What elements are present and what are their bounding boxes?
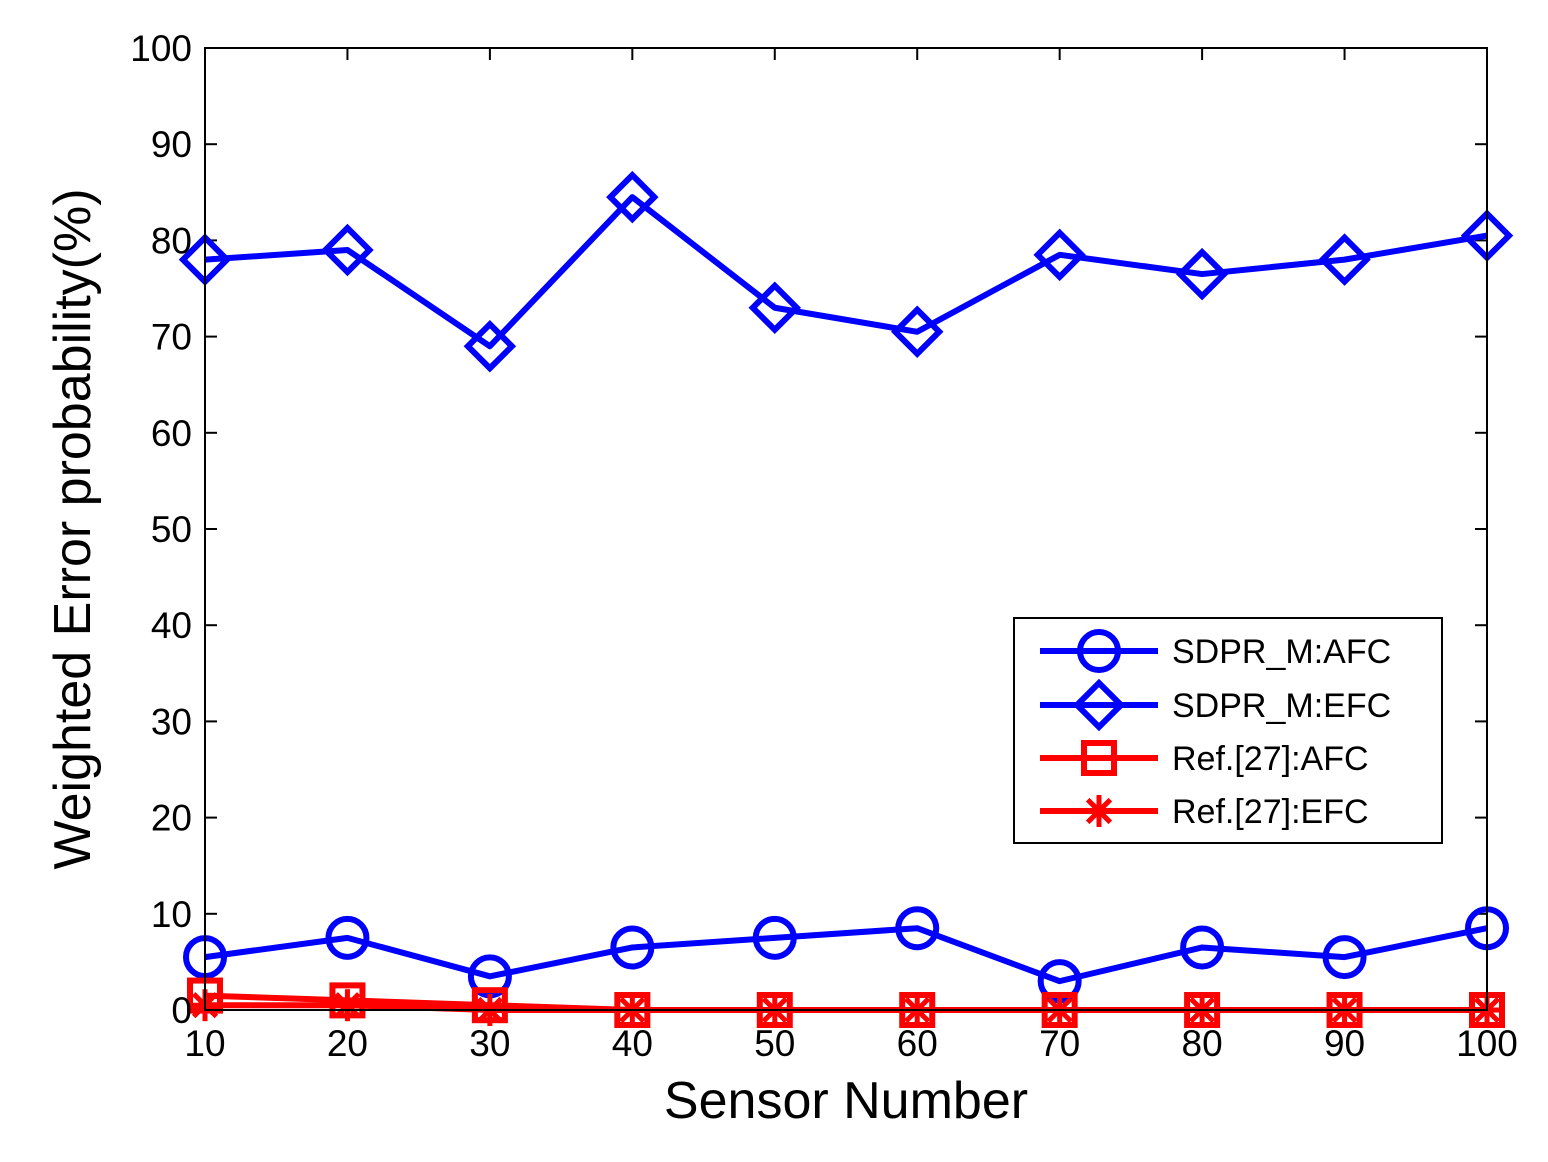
data-point [752, 915, 797, 960]
y-tick-label: 80 [151, 220, 192, 261]
legend-box [1013, 617, 1443, 844]
series-line [204, 925, 1488, 985]
legend-label: SDPR_M:AFC [1172, 633, 1391, 671]
legend-marker [1081, 740, 1117, 776]
data-point [606, 170, 659, 224]
y-axis-title: Weighted Error probability(%) [44, 188, 102, 869]
plot-area [205, 48, 1487, 1010]
data-point [463, 319, 517, 373]
y-tick-label: 30 [151, 701, 192, 742]
plot-frame [204, 47, 1488, 1011]
y-tick-label: 40 [151, 605, 192, 646]
data-point [748, 281, 802, 334]
legend-marker [1072, 678, 1126, 732]
data-point [321, 223, 374, 277]
x-tick-label: 100 [1456, 1023, 1518, 1064]
y-tick-label: 90 [151, 124, 192, 165]
legend-label: SDPR_M:EFC [1172, 687, 1391, 725]
data-point [890, 305, 944, 359]
data-point [1180, 925, 1225, 970]
data-point [325, 915, 370, 960]
legend-marker [1077, 629, 1121, 673]
data-point [895, 906, 940, 951]
data-point [331, 989, 364, 1022]
data-point [610, 925, 655, 970]
x-tick-label: 70 [1039, 1023, 1080, 1064]
y-tick-label: 10 [151, 894, 192, 935]
x-tick-label: 30 [469, 1023, 510, 1064]
x-axis-title: Sensor Number [664, 1072, 1028, 1130]
x-tick-label: 90 [1324, 1023, 1365, 1064]
data-point [1175, 247, 1229, 301]
series-1 [178, 170, 1514, 373]
y-tick-label: 60 [151, 413, 192, 454]
y-tick-label: 50 [151, 509, 192, 550]
data-point [1033, 228, 1086, 282]
y-tick-label: 70 [151, 317, 192, 358]
legend: SDPR_M:AFC SDPR_M:EFC Ref.[27]:AFC Ref.[27]… [1013, 617, 1443, 844]
tick-labels-layer: 10 20 30 40 50 60 70 80 90 1000102030405060708090… [130, 28, 1518, 1064]
legend-label: Ref.[27]:AFC [1172, 740, 1369, 778]
x-tick-label: 40 [612, 1023, 653, 1064]
x-tick-label: 80 [1182, 1023, 1223, 1064]
legend-marker [1083, 795, 1115, 827]
data-point [1322, 935, 1367, 980]
x-tick-label: 60 [897, 1023, 938, 1064]
x-tick-label: 20 [327, 1023, 368, 1064]
x-tick-label: 50 [754, 1023, 795, 1064]
y-tick-label: 0 [171, 990, 192, 1031]
y-tick-label: 20 [151, 798, 192, 839]
x-tick-label: 10 [184, 1023, 225, 1064]
legend-label: Ref.[27]:EFC [1172, 793, 1369, 831]
y-tick-label: 100 [130, 28, 192, 69]
series-line [204, 194, 1488, 350]
data-point [1318, 233, 1371, 286]
